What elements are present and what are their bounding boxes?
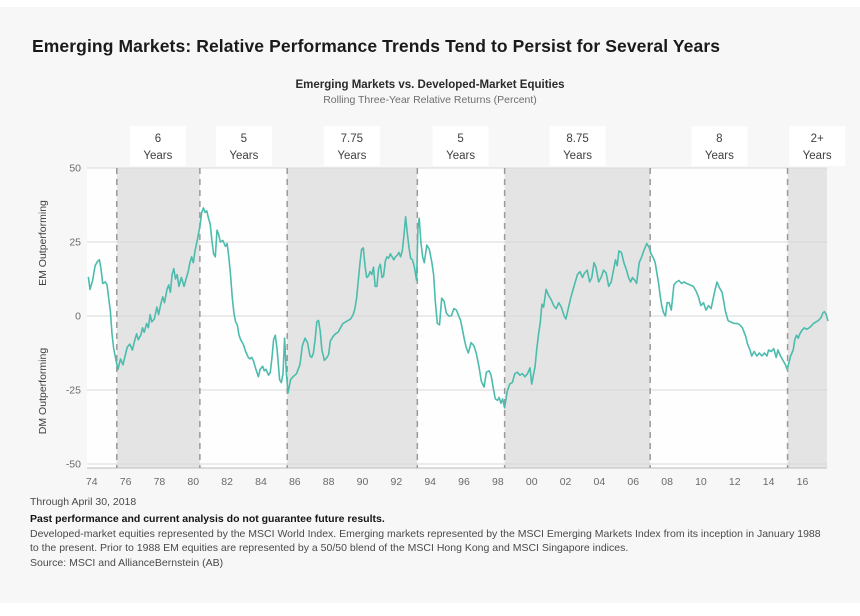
band-label-value: 2+ bbox=[811, 133, 824, 145]
band-label-box bbox=[215, 126, 272, 166]
through-date: Through April 30, 2018 bbox=[30, 496, 137, 508]
shaded-band bbox=[504, 168, 651, 468]
series-line bbox=[87, 207, 829, 409]
x-tick-label: 88 bbox=[323, 476, 335, 488]
band-label-value: 7.75 bbox=[341, 133, 363, 145]
top-strip bbox=[0, 0, 860, 7]
band-label-value: 5 bbox=[241, 133, 247, 145]
band-label-unit: Years bbox=[563, 150, 592, 162]
band-label-unit: Years bbox=[143, 150, 172, 162]
footnote-text: Developed-market equities represented by… bbox=[30, 528, 821, 554]
x-tick-label: 94 bbox=[424, 476, 436, 488]
x-tick-label: 12 bbox=[729, 476, 741, 488]
x-tick-label: 00 bbox=[526, 476, 538, 488]
band-label-box bbox=[549, 126, 606, 166]
band-label-unit: Years bbox=[229, 150, 258, 162]
x-tick-label: 10 bbox=[695, 476, 707, 488]
x-tick-label: 04 bbox=[594, 476, 606, 488]
disclaimer-text: Past performance and current analysis do… bbox=[30, 512, 385, 525]
band-label-unit: Years bbox=[337, 150, 366, 162]
y-tick-label: 50 bbox=[69, 163, 81, 175]
y-tick-label: 0 bbox=[75, 311, 81, 323]
x-tick-label: 98 bbox=[492, 476, 504, 488]
x-tick-label: 02 bbox=[560, 476, 572, 488]
band-label-value: 8.75 bbox=[566, 133, 588, 145]
x-tick-label: 86 bbox=[289, 476, 301, 488]
band-label-box bbox=[129, 126, 186, 166]
x-tick-label: 96 bbox=[458, 476, 470, 488]
band-label-unit: Years bbox=[803, 150, 832, 162]
x-tick-label: 74 bbox=[86, 476, 98, 488]
chart-subtitle: Rolling Three-Year Relative Returns (Per… bbox=[323, 94, 537, 106]
page-title: Emerging Markets: Relative Performance T… bbox=[32, 36, 721, 56]
shaded-band bbox=[116, 168, 200, 468]
x-tick-label: 90 bbox=[357, 476, 369, 488]
em-outperforming-label: EM Outperforming bbox=[37, 200, 49, 286]
band-label-box bbox=[789, 126, 846, 166]
band-label-value: 5 bbox=[457, 133, 463, 145]
x-tick-label: 08 bbox=[661, 476, 673, 488]
x-tick-label: 78 bbox=[154, 476, 166, 488]
x-tick-label: 16 bbox=[797, 476, 809, 488]
shaded-band bbox=[287, 168, 418, 468]
y-tick-label: 25 bbox=[69, 237, 81, 249]
chart-subtitle-block: Emerging Markets vs. Developed-Market Eq… bbox=[0, 79, 860, 106]
chart-title: Emerging Markets vs. Developed-Market Eq… bbox=[295, 79, 565, 91]
x-tick-label: 14 bbox=[763, 476, 775, 488]
band-label-box bbox=[323, 126, 380, 166]
footer: Through April 30, 2018 Past performance … bbox=[30, 496, 830, 571]
band-label-box bbox=[432, 126, 489, 166]
band-label-box bbox=[691, 126, 748, 166]
band-label-value: 6 bbox=[155, 133, 161, 145]
x-tick-label: 84 bbox=[255, 476, 267, 488]
y-tick-label: -50 bbox=[66, 459, 81, 471]
x-tick-label: 82 bbox=[221, 476, 233, 488]
x-tick-label: 76 bbox=[120, 476, 132, 488]
dm-outperforming-label: DM Outperforming bbox=[37, 348, 49, 435]
band-label-unit: Years bbox=[446, 150, 475, 162]
source-text: Source: MSCI and AllianceBernstein (AB) bbox=[30, 557, 224, 569]
y-tick-label: -25 bbox=[66, 385, 81, 397]
bottom-strip bbox=[0, 603, 860, 616]
band-label-value: 8 bbox=[716, 133, 722, 145]
x-tick-label: 80 bbox=[187, 476, 199, 488]
x-tick-label: 06 bbox=[627, 476, 639, 488]
x-tick-label: 92 bbox=[390, 476, 402, 488]
plot-area bbox=[87, 168, 827, 468]
band-label-unit: Years bbox=[705, 150, 734, 162]
